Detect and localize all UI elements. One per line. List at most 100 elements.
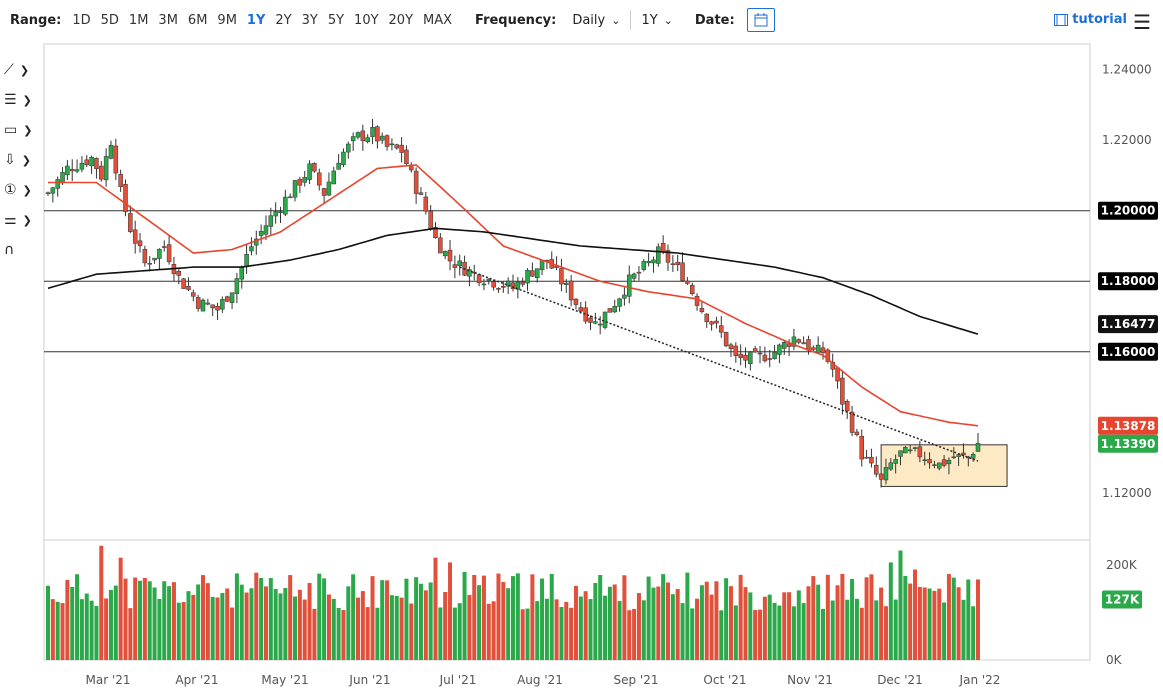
numbered-marker-tool[interactable]: ① ❯ bbox=[0, 175, 40, 205]
candle-down bbox=[811, 347, 816, 350]
candle-down bbox=[317, 172, 322, 186]
candle-up bbox=[200, 299, 206, 312]
candle-up bbox=[283, 196, 288, 215]
range-button-5d[interactable]: 5D bbox=[100, 12, 119, 28]
candle-up bbox=[864, 456, 869, 459]
candle-up bbox=[302, 177, 307, 183]
fibonacci-tool[interactable]: ☰ ❯ bbox=[0, 85, 40, 115]
range-button-max[interactable]: MAX bbox=[423, 12, 453, 28]
current-price-label: 1.13390 bbox=[1101, 437, 1156, 451]
candle-up bbox=[593, 321, 598, 324]
range-button-1d[interactable]: 1D bbox=[72, 12, 91, 28]
candle-down bbox=[312, 163, 317, 172]
candle-down bbox=[743, 354, 748, 361]
volume-bar bbox=[743, 587, 748, 660]
numbered-marker-icon: ① bbox=[4, 182, 17, 198]
candle-up bbox=[220, 299, 225, 310]
trendline-tool[interactable]: ⟋ ❯ bbox=[0, 55, 40, 85]
candle-down bbox=[501, 285, 506, 288]
volume-bar bbox=[695, 598, 700, 660]
candle-down bbox=[520, 281, 525, 285]
arrow-down-tool[interactable]: ⇩ ❯ bbox=[0, 145, 40, 175]
candle-up bbox=[103, 156, 109, 181]
settings-sliders-tool[interactable]: ⚌ ❯ bbox=[0, 205, 40, 235]
date-picker-button[interactable] bbox=[746, 8, 775, 32]
candle-down bbox=[878, 473, 884, 480]
volume-bar bbox=[433, 557, 438, 660]
volume-bar bbox=[414, 577, 419, 660]
drawing-tools-sidebar: ⟋ ❯ ☰ ❯ ▭ ❯ ⇩ ❯ ① ❯ ⚌ ❯ ∩ bbox=[0, 55, 40, 265]
candle-down bbox=[636, 271, 642, 274]
volume-bar bbox=[908, 583, 913, 660]
range-button-6m[interactable]: 6M bbox=[187, 12, 208, 28]
candle-up bbox=[268, 215, 274, 227]
candle-up bbox=[777, 344, 782, 355]
volume-bar bbox=[612, 584, 617, 660]
candle-down bbox=[689, 284, 695, 295]
rectangle-tool[interactable]: ▭ ❯ bbox=[0, 115, 40, 145]
candle-down bbox=[869, 456, 874, 464]
candle-down bbox=[825, 349, 831, 362]
horizontal-levels bbox=[44, 210, 1090, 353]
volume-bar bbox=[951, 577, 956, 660]
range-button-3m[interactable]: 3M bbox=[158, 12, 178, 28]
candle-up bbox=[646, 260, 651, 264]
ma-tag-label: 1.16477 bbox=[1101, 317, 1156, 331]
candle-up bbox=[336, 162, 341, 170]
volume-bars bbox=[46, 545, 980, 660]
date-tick-label: Jul '21 bbox=[439, 673, 477, 687]
range-button-9m[interactable]: 9M bbox=[217, 12, 237, 28]
volume-bar bbox=[312, 608, 317, 660]
volume-bar bbox=[573, 585, 578, 660]
range-button-1y[interactable]: 1Y bbox=[246, 12, 266, 28]
price-tick-label: 1.22000 bbox=[1102, 133, 1152, 147]
period-select[interactable]: 1Y ⌄ bbox=[641, 13, 672, 28]
volume-bar bbox=[443, 591, 448, 660]
range-button-10y[interactable]: 10Y bbox=[354, 12, 379, 28]
volume-bar bbox=[821, 608, 825, 660]
volume-bar bbox=[932, 590, 937, 660]
candle-down bbox=[709, 321, 714, 325]
volume-bar bbox=[564, 601, 569, 660]
toolbar: Range: 1D 5D 1M 3M 6M 9M 1Y 2Y 3Y 5Y 10Y 20Y MAX Fre… bbox=[0, 0, 1163, 40]
candle-up bbox=[617, 298, 622, 307]
volume-bar bbox=[622, 575, 627, 660]
candle-up bbox=[157, 248, 162, 259]
hamburger-menu-icon[interactable]: ☰ bbox=[1133, 10, 1151, 34]
volume-bar bbox=[472, 574, 477, 660]
volume-bar bbox=[84, 593, 89, 660]
tutorial-link[interactable]: tutorial bbox=[1054, 12, 1127, 27]
magnet-tool[interactable]: ∩ bbox=[0, 235, 40, 265]
range-button-5y[interactable]: 5Y bbox=[327, 12, 345, 28]
volume-bar bbox=[598, 574, 603, 660]
candle-up bbox=[379, 135, 385, 141]
volume-bar bbox=[758, 609, 763, 660]
candle-up bbox=[346, 143, 351, 153]
range-button-2y[interactable]: 2Y bbox=[275, 12, 292, 28]
candle-up bbox=[525, 269, 530, 284]
range-button-3y[interactable]: 3Y bbox=[301, 12, 318, 28]
volume-bar bbox=[738, 574, 743, 660]
volume-bar bbox=[418, 583, 423, 660]
divider bbox=[630, 10, 632, 30]
volume-bar bbox=[704, 581, 709, 660]
candle-down bbox=[835, 367, 840, 382]
volume-bar bbox=[888, 562, 893, 660]
volume-bar bbox=[448, 562, 453, 660]
candle-down bbox=[321, 188, 327, 196]
candle-down bbox=[723, 332, 729, 347]
range-button-1m[interactable]: 1M bbox=[128, 12, 149, 28]
range-button-20y[interactable]: 20Y bbox=[388, 12, 414, 28]
volume-bar bbox=[215, 597, 220, 660]
volume-bar bbox=[191, 594, 196, 660]
candle-down bbox=[375, 126, 380, 142]
volume-bar bbox=[133, 577, 138, 660]
candle-down bbox=[859, 435, 864, 460]
period-value: 1Y bbox=[641, 12, 658, 28]
frequency-select[interactable]: Daily ⌄ bbox=[572, 13, 620, 28]
candlesticks bbox=[45, 118, 981, 488]
candle-down bbox=[287, 196, 293, 199]
volume-bar bbox=[520, 609, 525, 660]
candle-down bbox=[186, 285, 191, 290]
